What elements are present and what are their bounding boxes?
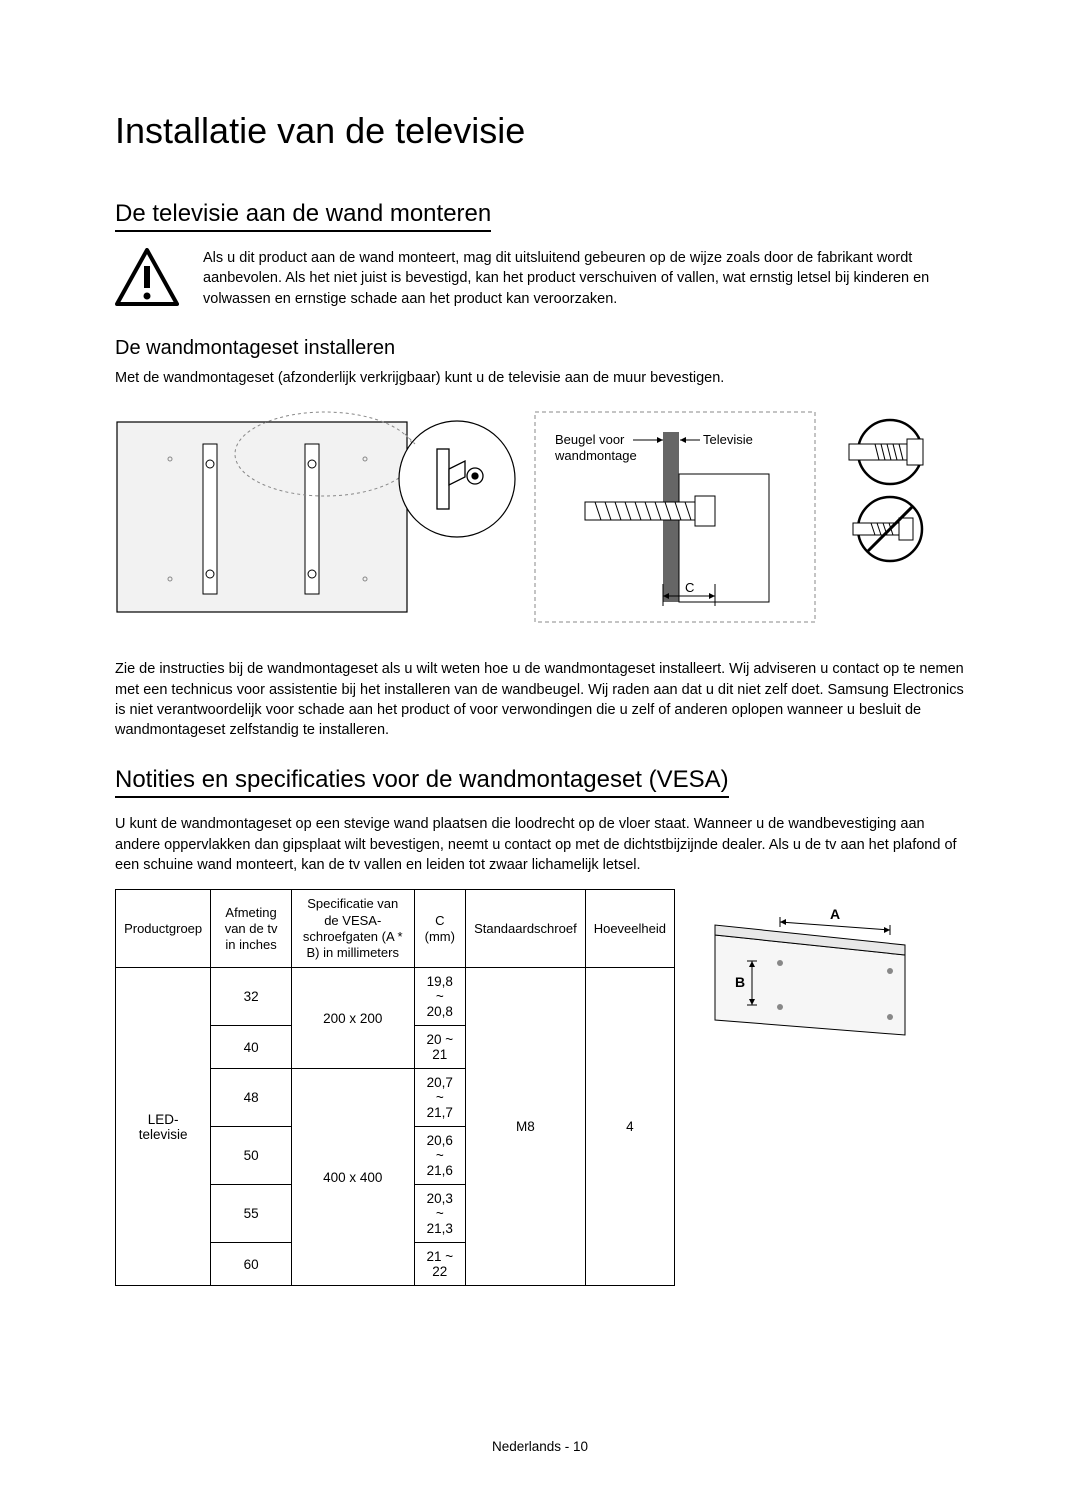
label-a: A [830,906,840,922]
cell-c: 20,6 ~ 21,6 [414,1127,466,1185]
label-b: B [735,974,745,990]
warning-icon [115,248,179,311]
cell-size: 60 [211,1243,292,1286]
th-c: C (mm) [414,890,466,968]
cell-size: 50 [211,1127,292,1185]
cell-productgroup: LED-televisie [116,968,211,1286]
warning-text: Als u dit product aan de wand monteert, … [203,248,965,311]
cell-vesa: 200 x 200 [291,968,414,1069]
subsection-heading: De wandmontageset installeren [115,337,965,360]
th-size: Afmeting van de tv in inches [211,890,292,968]
subsection-text: Met de wandmontageset (afzonderlijk verk… [115,368,965,388]
cell-size: 48 [211,1069,292,1127]
cell-size: 32 [211,968,292,1026]
th-screw: Standaardschroef [466,890,586,968]
table-row: LED-televisie 32 200 x 200 19,8 ~ 20,8 M… [116,968,675,1026]
page-footer: Nederlands - 10 [0,1439,1080,1454]
section-wall-mount: De televisie aan de wand monteren Als u … [115,200,965,740]
cell-c: 20,7 ~ 21,7 [414,1069,466,1127]
cell-c: 20,3 ~ 21,3 [414,1185,466,1243]
ab-diagram: A B [685,905,925,1060]
vesa-heading: Notities en specificaties voor de wandmo… [115,766,729,798]
cell-qty: 4 [585,968,674,1286]
th-productgroup: Productgroep [116,890,211,968]
th-qty: Hoeveelheid [585,890,674,968]
label-tv: Televisie [703,432,753,447]
label-bracket: Beugel voor [555,432,625,447]
vesa-table: Productgroep Afmeting van de tv in inche… [115,889,675,1286]
cell-c: 21 ~ 22 [414,1243,466,1286]
th-vesa-spec: Specificatie van de VESA-schroefgaten (A… [291,890,414,968]
cell-size: 55 [211,1185,292,1243]
mounting-diagram: Beugel voor wandmontage Televisie [115,404,965,639]
table-header-row: Productgroep Afmeting van de tv in inche… [116,890,675,968]
cell-screw: M8 [466,968,586,1286]
cell-c: 19,8 ~ 20,8 [414,968,466,1026]
section-vesa: Notities en specificaties voor de wandmo… [115,766,965,1286]
svg-text:wandmontage: wandmontage [554,448,637,463]
label-c: C [685,580,694,595]
vesa-intro: U kunt de wandmontageset op een stevige … [115,814,965,875]
section-heading: De televisie aan de wand monteren [115,200,491,232]
warning-block: Als u dit product aan de wand monteert, … [115,248,965,311]
cell-vesa: 400 x 400 [291,1069,414,1286]
page-title: Installatie van de televisie [115,110,965,152]
post-diagram-text: Zie de instructies bij de wandmontageset… [115,659,965,740]
cell-c: 20 ~ 21 [414,1026,466,1069]
cell-size: 40 [211,1026,292,1069]
